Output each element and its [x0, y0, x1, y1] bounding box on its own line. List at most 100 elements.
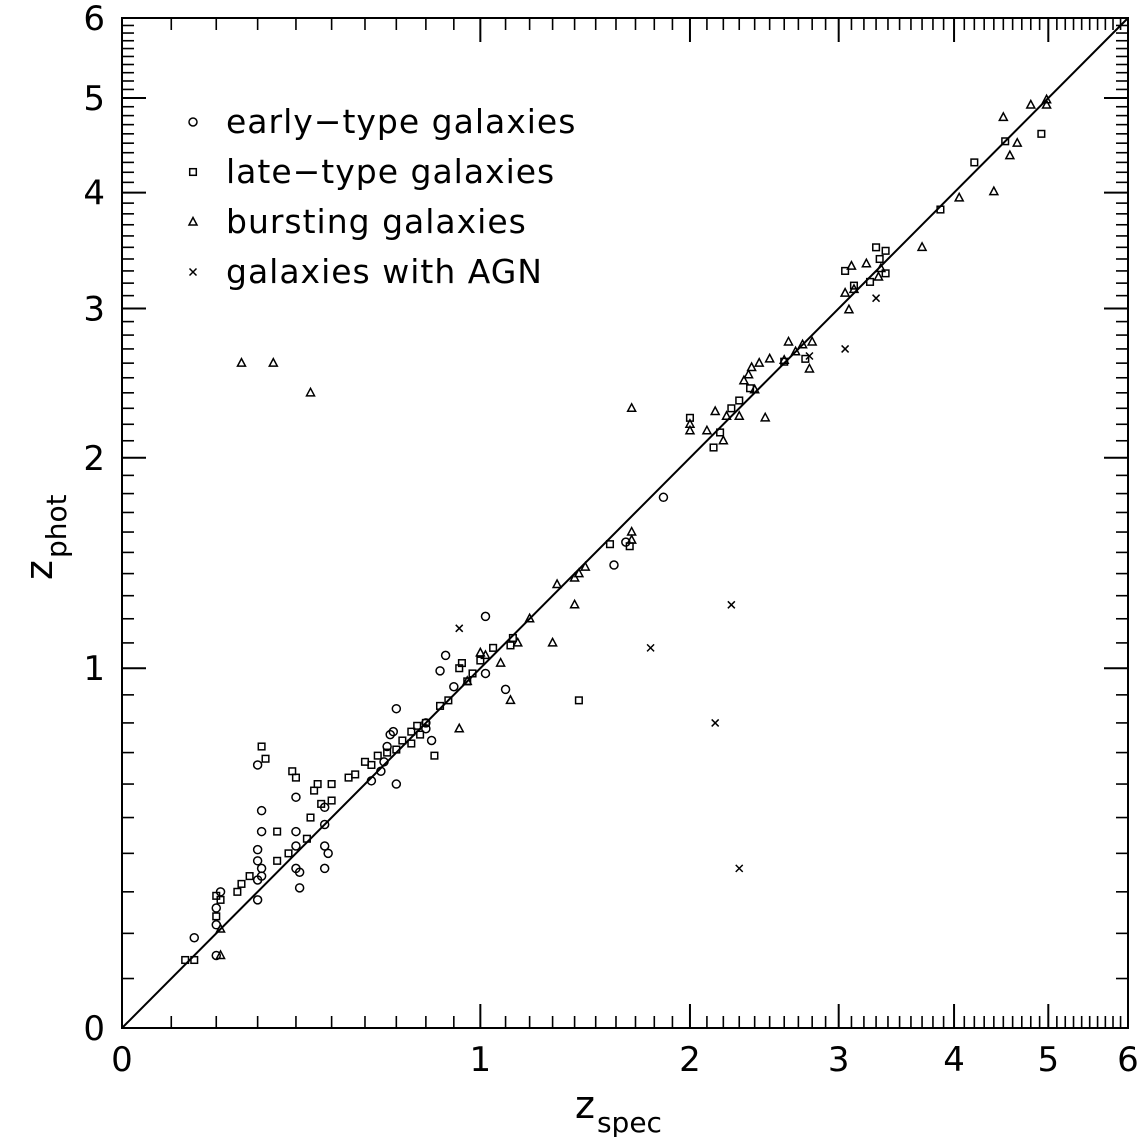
point-circle	[291, 826, 301, 837]
x-tick-label: 1	[470, 1040, 492, 1080]
point-square	[506, 641, 515, 650]
point-circle	[252, 760, 263, 770]
x-tick-label: 4	[943, 1040, 965, 1080]
point-triangle	[569, 598, 580, 609]
legend-label: early−type galaxies	[226, 102, 576, 141]
point-triangle	[453, 722, 465, 733]
point-triangle	[1041, 98, 1052, 109]
legend-item: late−type galaxies	[188, 152, 555, 191]
y-axis-label-subscript: phot	[40, 494, 73, 558]
point-square	[508, 633, 517, 643]
legend-marker-triangle	[187, 215, 199, 226]
point-circle	[319, 841, 330, 851]
point-cross	[727, 600, 736, 609]
point-square	[936, 205, 945, 214]
point-triangle	[916, 241, 928, 252]
point-circle	[391, 779, 402, 789]
point-circle	[480, 668, 491, 679]
legend-item: early−type galaxies	[188, 102, 576, 141]
y-tick-label: 4	[83, 174, 105, 214]
point-circle	[252, 895, 263, 905]
legend-label: bursting galaxies	[226, 202, 527, 241]
point-triangle	[718, 434, 729, 445]
point-square	[468, 669, 477, 678]
point-triangle	[709, 405, 721, 416]
data-points	[181, 93, 1052, 965]
point-circle	[256, 805, 267, 816]
x-tick-label: 6	[1117, 1040, 1139, 1080]
point-square	[273, 856, 282, 865]
point-square	[881, 269, 890, 278]
y-tick-label: 5	[83, 79, 105, 119]
legend-item: bursting galaxies	[187, 202, 527, 241]
point-triangle	[743, 368, 754, 379]
point-triangle	[753, 357, 765, 367]
point-circle	[500, 684, 511, 695]
point-square	[841, 266, 850, 275]
point-circle	[323, 848, 333, 859]
point-circle	[252, 844, 263, 855]
point-square	[310, 786, 319, 795]
point-triangle	[988, 185, 1000, 196]
point-square	[327, 796, 336, 805]
point-circle	[211, 903, 222, 913]
point-square	[284, 849, 293, 858]
point-cross	[841, 344, 850, 353]
point-square	[489, 643, 498, 652]
point-triangle	[684, 424, 696, 435]
point-triangle	[505, 694, 516, 705]
point-triangle	[861, 257, 872, 268]
point-triangle	[759, 411, 771, 422]
point-circle	[421, 723, 431, 734]
point-circle	[388, 726, 399, 737]
series-triangle	[215, 93, 1052, 960]
point-circle	[379, 757, 389, 767]
point-square	[181, 955, 190, 965]
point-triangle	[1025, 98, 1037, 109]
point-cross	[711, 718, 720, 727]
point-triangle	[462, 675, 473, 686]
point-triangle	[626, 402, 637, 413]
point-square	[872, 243, 881, 252]
point-square	[413, 721, 422, 730]
point-triangle	[495, 656, 506, 667]
point-triangle	[580, 561, 591, 571]
point-triangle	[480, 649, 491, 660]
legend-label: late−type galaxies	[226, 152, 555, 191]
point-square	[360, 757, 370, 766]
point-square	[237, 879, 246, 888]
point-square	[970, 158, 979, 167]
point-square	[865, 277, 875, 286]
y-tick-label: 0	[83, 1009, 105, 1049]
point-triangle	[839, 287, 851, 297]
point-circle	[252, 856, 263, 866]
point-triangle	[475, 646, 486, 657]
point-square	[407, 727, 416, 736]
point-square	[727, 404, 736, 413]
point-triangle	[778, 354, 790, 365]
y-tick-label: 2	[83, 439, 105, 479]
point-square	[317, 799, 326, 808]
point-cross	[872, 294, 881, 303]
y-tick-label: 3	[83, 289, 105, 329]
x-tick-label: 5	[1037, 1040, 1059, 1080]
point-square	[1001, 137, 1010, 146]
point-square	[435, 701, 445, 710]
x-axis-label-main: z	[575, 1083, 595, 1127]
point-circle	[294, 867, 305, 877]
point-square	[801, 354, 810, 363]
point-square	[875, 254, 884, 264]
point-triangle	[551, 578, 563, 589]
legend-item: galaxies with AGN	[188, 252, 542, 291]
point-square	[257, 742, 266, 751]
point-triangle	[512, 636, 523, 647]
point-circle	[319, 819, 330, 830]
point-triangle	[215, 949, 226, 960]
point-triangle	[797, 338, 808, 349]
point-square	[245, 872, 254, 881]
point-cross	[805, 351, 814, 361]
point-triangle	[1041, 93, 1052, 104]
legend-marker-square	[188, 167, 198, 177]
point-circle	[440, 650, 451, 661]
